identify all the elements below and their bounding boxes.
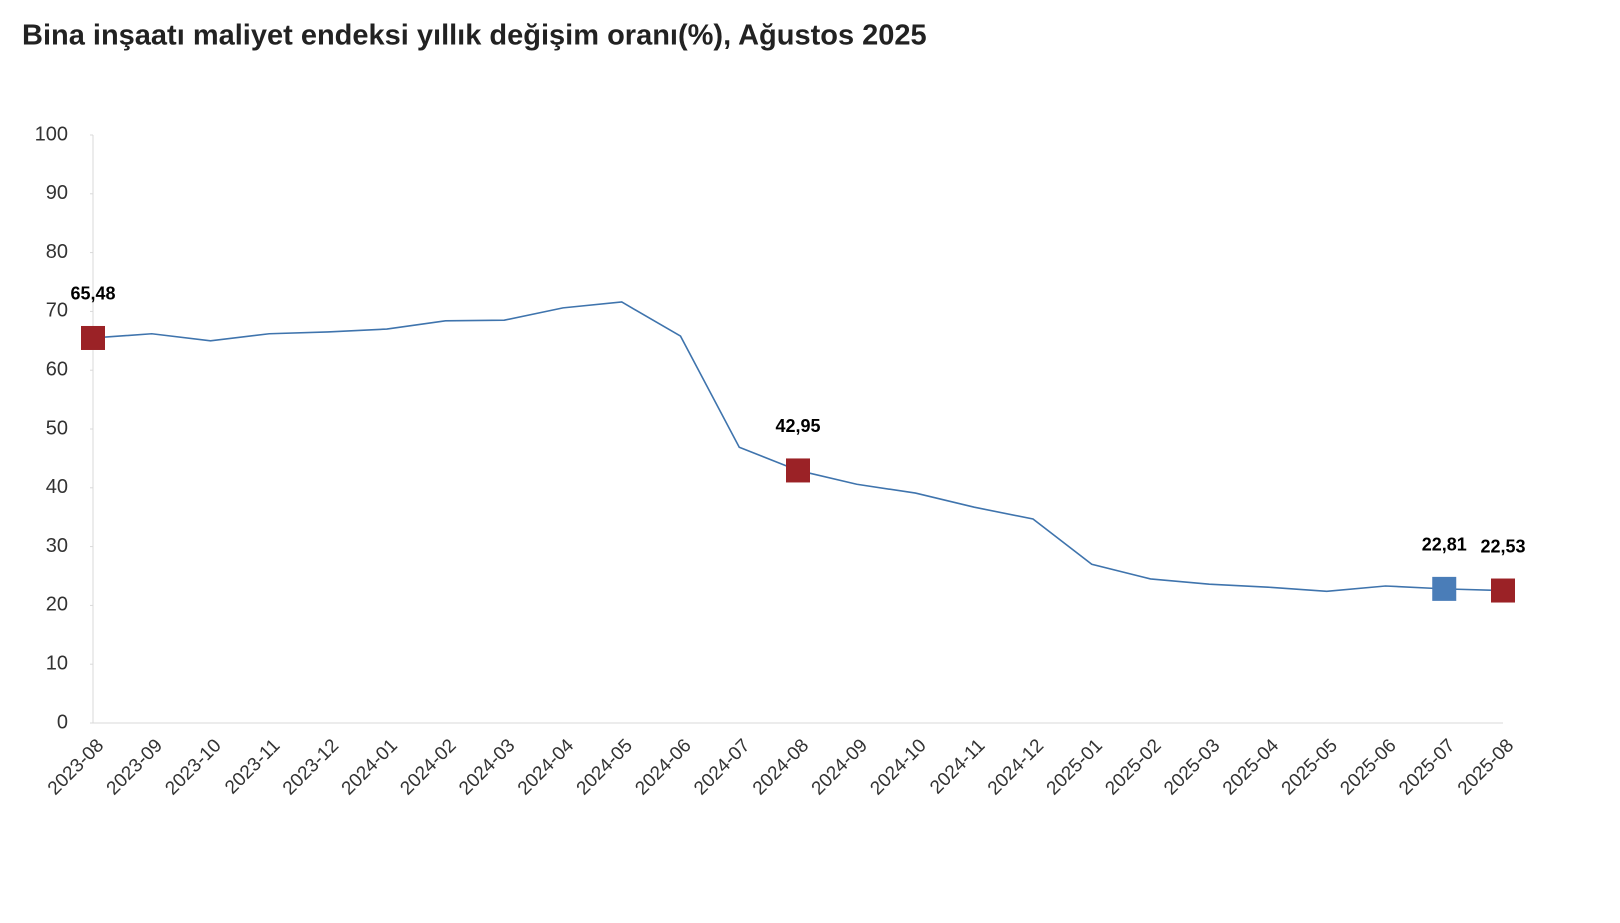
x-tick-label: 2025-08 [1454,735,1518,799]
y-tick-label: 0 [57,711,68,733]
x-tick-label: 2025-06 [1336,735,1400,799]
x-tick-label: 2025-04 [1219,735,1283,799]
x-tick-label: 2024-01 [338,735,402,799]
x-tick-label: 2024-10 [866,735,930,799]
chart-title: Bina inşaatı maliyet endeksi yıllık deği… [22,20,927,52]
x-tick-label: 2023-08 [44,735,108,799]
x-tick-label: 2024-04 [514,735,578,799]
x-tick-label: 2025-05 [1278,735,1342,799]
marker [1432,576,1457,601]
y-tick-label: 40 [46,476,68,498]
x-tick-label: 2023-10 [161,735,225,799]
x-tick-label: 2024-12 [984,735,1048,799]
line [92,301,1504,593]
x-tick-label: 2025-07 [1395,735,1459,799]
x-tick-label: 2025-02 [1101,735,1165,799]
y-tick-label: 60 [46,358,68,380]
data-label: 42,95 [775,416,820,436]
x-tick-label: 2023-11 [221,735,284,798]
y-tick-label: 80 [46,241,68,263]
x-tick-label: 2025-03 [1160,735,1224,799]
data-label: 22,81 [1422,535,1467,555]
y-tick-label: 30 [46,535,68,557]
marker [786,458,810,483]
y-tick-label: 10 [46,652,68,674]
x-tick-label: 2024-08 [749,735,813,799]
x-tick-label: 2024-03 [455,735,519,799]
x-tick-label: 2024-02 [396,735,460,799]
y-tick-label: 90 [46,182,68,204]
y-tick-label: 70 [46,300,68,322]
x-tick-label: 2023-12 [279,735,343,799]
marker [1491,578,1515,603]
x-tick-label: 2024-07 [690,735,754,799]
x-tick-label: 2024-11 [926,735,989,798]
x-tick-label: 2024-09 [808,735,872,799]
data-label: 65,48 [70,284,115,304]
marker [81,325,105,350]
y-tick-label: 20 [46,594,68,616]
x-tick-label: 2024-05 [573,735,637,799]
y-tick-label: 100 [35,123,68,145]
y-tick-label: 50 [46,417,68,439]
x-tick-label: 2025-01 [1043,735,1107,799]
data-label: 22,53 [1480,536,1525,556]
x-tick-label: 2024-06 [631,735,695,799]
x-tick-label: 2023-09 [103,735,167,799]
